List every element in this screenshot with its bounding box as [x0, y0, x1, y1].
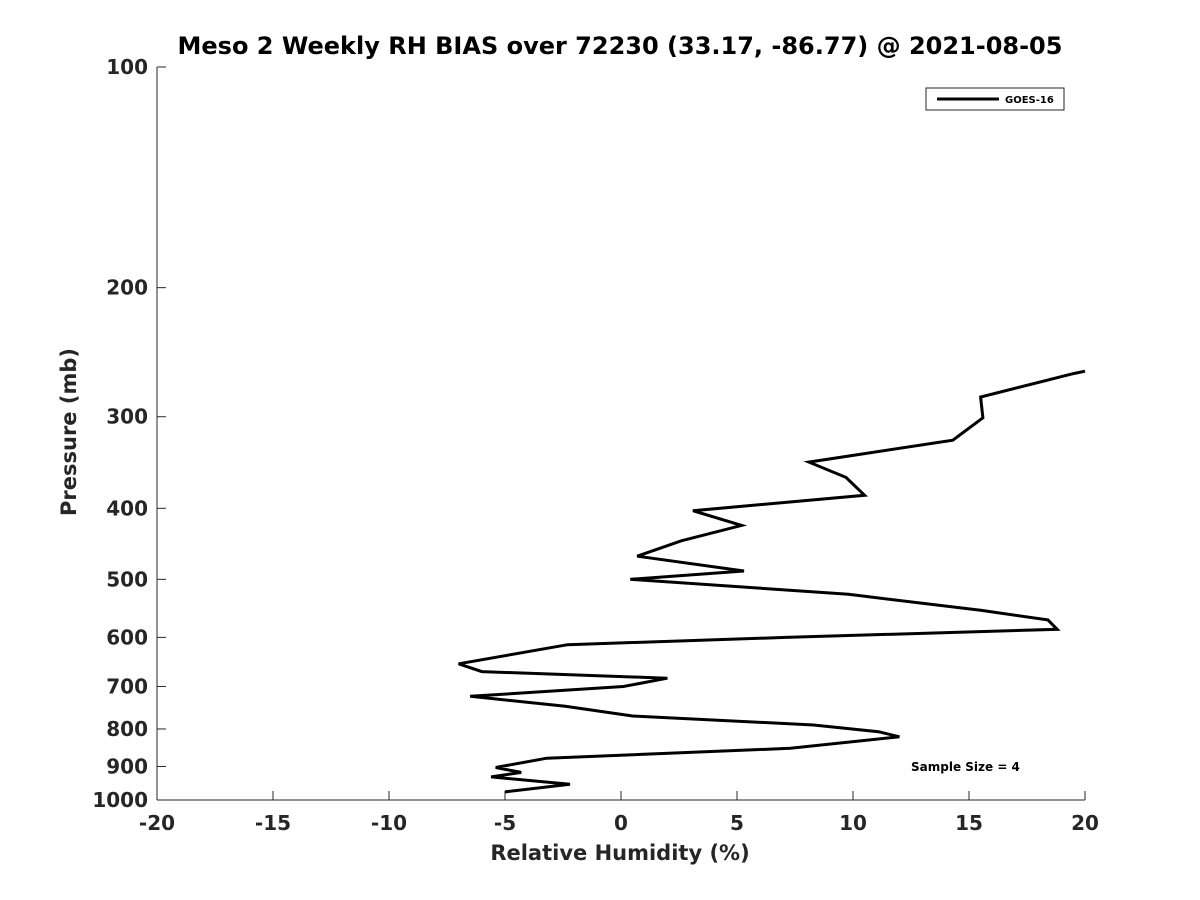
- x-axis-ticks: -20 -15 -10 -5 0 5 10 15 20: [139, 791, 1099, 835]
- y-tick-label: 900: [106, 754, 148, 778]
- x-tick-label: -10: [371, 811, 407, 835]
- x-tick-label: 10: [839, 811, 867, 835]
- y-tick-label: 500: [106, 567, 148, 591]
- y-tick-label: 200: [106, 276, 148, 300]
- x-axis-label: Relative Humidity (%): [490, 841, 749, 865]
- y-tick-label: 600: [106, 625, 148, 649]
- y-tick-label: 400: [106, 496, 148, 520]
- y-tick-label: 800: [106, 717, 148, 741]
- x-tick-label: 5: [730, 811, 744, 835]
- x-tick-label: -5: [494, 811, 516, 835]
- legend: GOES-16: [925, 87, 1065, 111]
- chart-title: Meso 2 Weekly RH BIAS over 72230 (33.17,…: [178, 32, 1063, 60]
- y-tick-label: 700: [106, 674, 148, 698]
- series-layer: [458, 369, 1086, 794]
- sample-size-annotation: Sample Size = 4: [911, 760, 1020, 774]
- y-tick-label: 1000: [92, 788, 148, 812]
- x-tick-label: 20: [1071, 811, 1099, 835]
- y-axis-ticks: 100 200 300 400 500 600 700 800 900 1000: [92, 55, 166, 812]
- y-tick-label: 300: [106, 405, 148, 429]
- x-tick-label: 0: [614, 811, 628, 835]
- y-tick-label: 100: [106, 55, 148, 79]
- y-axis-label: Pressure (mb): [57, 348, 81, 516]
- x-tick-label: 15: [955, 811, 983, 835]
- x-tick-label: -20: [139, 811, 175, 835]
- legend-label-goes-16: GOES-16: [1005, 95, 1054, 106]
- x-tick-label: -15: [255, 811, 291, 835]
- series-line-goes-16: [458, 369, 1086, 794]
- plot-area: -20 -15 -10 -5 0 5 10 15 20 100 200 300 400 500 600 70…: [92, 55, 1099, 835]
